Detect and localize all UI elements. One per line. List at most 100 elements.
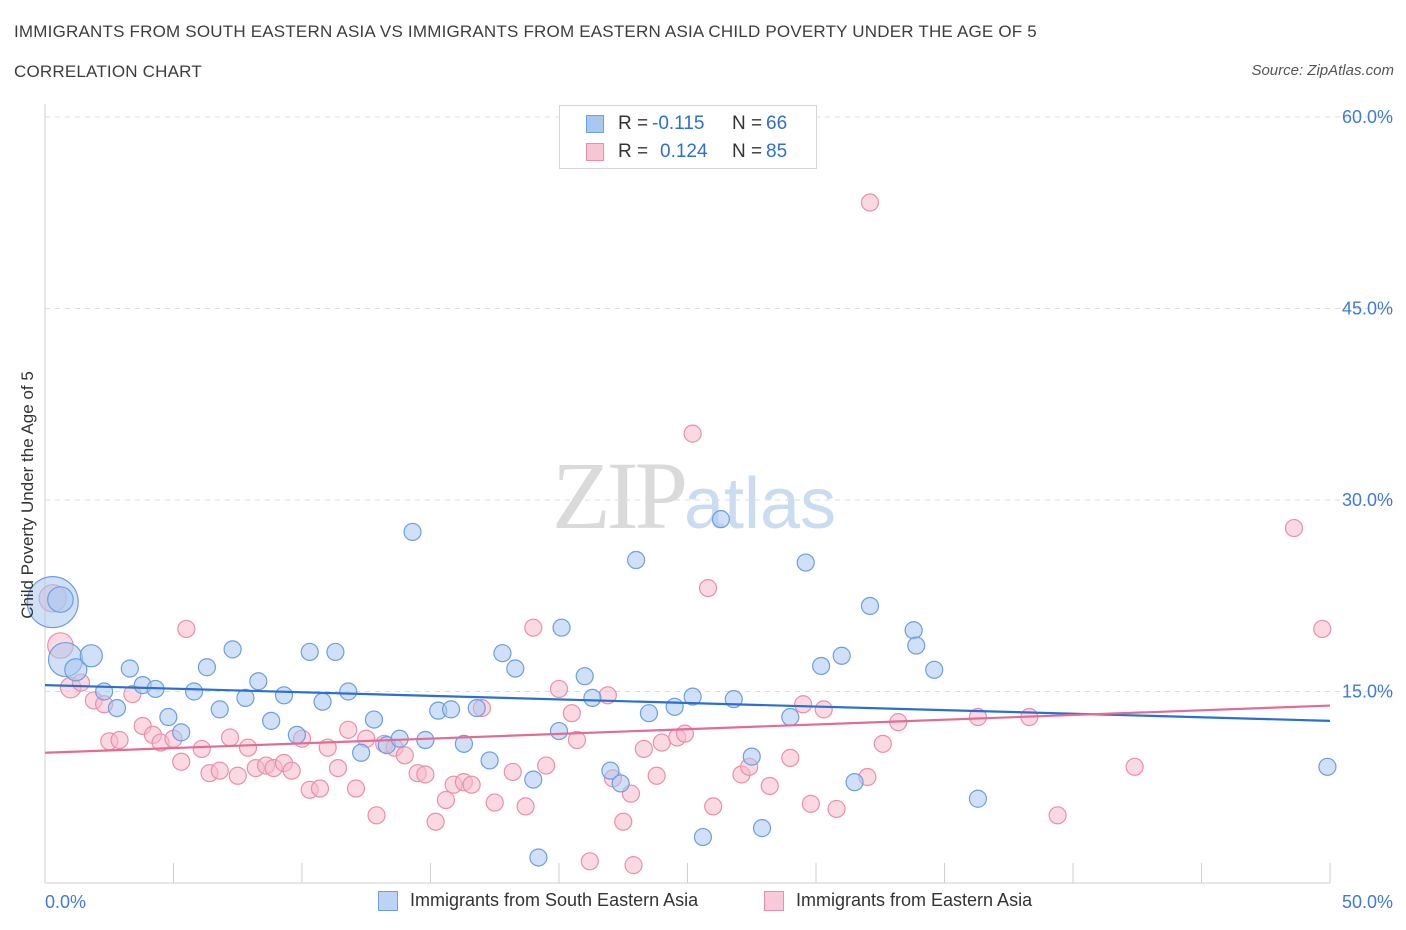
- legend-r-value: 0.124: [660, 141, 708, 162]
- point-south-eastern-asia: [506, 659, 525, 678]
- point-eastern-asia: [524, 618, 543, 637]
- point-south-eastern-asia: [274, 686, 294, 705]
- trend-lines: [44, 684, 1331, 754]
- point-eastern-asia: [426, 812, 445, 831]
- point-eastern-asia: [1313, 619, 1332, 639]
- point-eastern-asia: [210, 761, 229, 780]
- point-eastern-asia: [794, 695, 813, 714]
- point-eastern-asia: [634, 739, 653, 759]
- point-south-eastern-asia: [904, 621, 923, 640]
- source-label: Source: ZipAtlas.com: [1251, 62, 1394, 79]
- point-eastern-asia: [192, 739, 211, 759]
- point-eastern-asia: [683, 424, 702, 443]
- point-eastern-asia: [1125, 757, 1144, 776]
- point-eastern-asia: [416, 765, 435, 784]
- point-south-eastern-asia: [107, 698, 127, 718]
- point-south-eastern-asia: [575, 667, 594, 686]
- bottom-legend-label: Immigrants from Eastern Asia: [796, 890, 1033, 910]
- legend-swatch-pink: [586, 143, 604, 161]
- point-eastern-asia: [827, 799, 846, 819]
- point-eastern-asia: [1284, 518, 1304, 538]
- legend-n-label: N =: [732, 113, 763, 134]
- legend-swatch-blue: [586, 115, 604, 133]
- y-tick-label: 15.0%: [1342, 682, 1393, 702]
- point-eastern-asia: [580, 852, 599, 871]
- tick-labels: 15.0% 30.0% 45.0% 60.0% 0.0% 50.0%: [45, 107, 1393, 912]
- point-south-eastern-asia: [524, 770, 543, 789]
- point-south-eastern-asia: [549, 721, 569, 741]
- point-south-eastern-asia: [326, 642, 345, 662]
- point-south-eastern-asia: [781, 707, 800, 727]
- point-eastern-asia: [704, 797, 723, 816]
- point-south-eastern-asia: [249, 672, 268, 691]
- point-south-eastern-asia: [611, 774, 630, 793]
- legend-n-label: N =: [732, 141, 763, 162]
- point-eastern-asia: [177, 619, 196, 639]
- y-tick-label: 30.0%: [1342, 490, 1393, 510]
- watermark-zip: ZIP: [552, 442, 688, 549]
- point-eastern-asia: [346, 779, 366, 798]
- point-eastern-asia: [172, 752, 191, 771]
- point-eastern-asia: [238, 738, 258, 757]
- point-eastern-asia: [436, 790, 456, 810]
- legend-r-label: R =: [618, 141, 649, 162]
- point-eastern-asia: [814, 700, 833, 719]
- point-south-eastern-asia: [339, 682, 358, 701]
- point-eastern-asia: [228, 766, 247, 785]
- y-axis-label: Child Poverty Under the Age of 5: [18, 371, 37, 619]
- point-south-eastern-asia: [300, 642, 319, 662]
- point-eastern-asia: [516, 797, 535, 816]
- point-south-eastern-asia: [210, 700, 229, 719]
- point-eastern-asia: [781, 748, 800, 767]
- point-eastern-asia: [698, 578, 718, 598]
- series-eastern-asia-points: [38, 193, 1332, 875]
- point-eastern-asia: [395, 746, 414, 765]
- point-south-eastern-asia: [236, 688, 255, 707]
- point-south-eastern-asia: [925, 660, 944, 679]
- correlation-legend: R = -0.115 N = 66 R = 0.124 N = 85: [559, 105, 817, 169]
- point-south-eastern-asia: [79, 644, 103, 668]
- point-eastern-asia: [462, 775, 481, 794]
- point-south-eastern-asia: [552, 618, 571, 637]
- point-south-eastern-asia: [832, 646, 851, 665]
- point-south-eastern-asia: [639, 704, 659, 723]
- point-south-eastern-asia: [796, 553, 815, 572]
- point-eastern-asia: [367, 806, 386, 825]
- point-eastern-asia: [110, 730, 129, 750]
- y-tick-label: 45.0%: [1342, 299, 1393, 319]
- point-south-eastern-asia: [601, 761, 620, 780]
- point-south-eastern-asia: [287, 725, 306, 745]
- point-south-eastern-asia: [454, 734, 474, 753]
- point-eastern-asia: [760, 776, 779, 796]
- point-eastern-asia: [647, 766, 666, 785]
- point-south-eastern-asia: [441, 700, 461, 719]
- x-tick-label: 50.0%: [1342, 892, 1393, 912]
- chart-subtitle: CORRELATION CHART: [14, 62, 202, 81]
- point-south-eastern-asia: [352, 743, 371, 762]
- point-south-eastern-asia: [845, 773, 864, 792]
- chart-title: IMMIGRANTS FROM SOUTH EASTERN ASIA VS IM…: [14, 22, 1037, 41]
- point-eastern-asia: [675, 724, 695, 743]
- point-eastern-asia: [328, 758, 348, 778]
- legend-r-label: R =: [618, 113, 649, 134]
- point-eastern-asia: [549, 679, 569, 699]
- point-south-eastern-asia: [683, 687, 702, 706]
- point-south-eastern-asia: [812, 656, 831, 676]
- point-eastern-asia: [282, 761, 301, 780]
- point-south-eastern-asia: [184, 682, 204, 701]
- point-south-eastern-asia: [493, 644, 512, 663]
- point-south-eastern-asia: [313, 692, 332, 711]
- point-south-eastern-asia: [693, 827, 713, 847]
- point-south-eastern-asia: [626, 550, 646, 570]
- watermark: ZIPatlas: [552, 440, 836, 551]
- point-eastern-asia: [968, 707, 988, 727]
- point-south-eastern-asia: [47, 586, 74, 613]
- trend-line-south-eastern-asia: [44, 684, 1331, 722]
- point-south-eastern-asia: [480, 751, 499, 770]
- point-south-eastern-asia: [64, 658, 88, 682]
- point-south-eastern-asia: [752, 819, 772, 838]
- point-eastern-asia: [485, 793, 504, 812]
- point-eastern-asia: [1048, 806, 1067, 825]
- legend-n-value: 66: [766, 113, 788, 134]
